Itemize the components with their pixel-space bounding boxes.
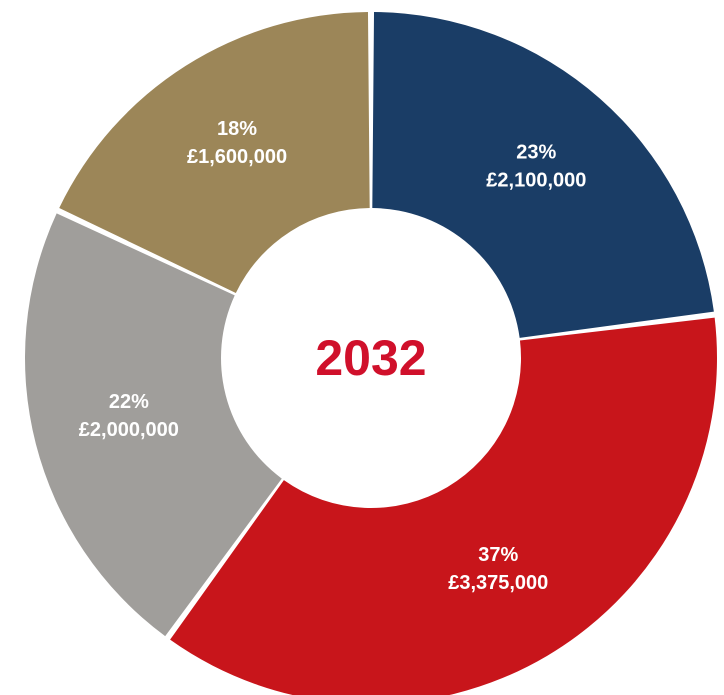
slice-value-label-3: £1,600,000 <box>187 146 287 168</box>
slice-percent-label-0: 23% <box>516 141 556 163</box>
slice-value-label-2: £2,000,000 <box>79 419 179 441</box>
center-year-label: 2032 <box>315 330 426 386</box>
slices-group <box>24 12 717 695</box>
slice-percent-label-1: 37% <box>478 544 518 566</box>
slice-percent-label-2: 22% <box>109 391 149 413</box>
donut-slice-1 <box>170 317 717 695</box>
labels-group: 23% £2,100,000 37% £3,375,000 22% £2,000,000 1… <box>79 118 587 594</box>
donut-slice-0 <box>372 12 714 338</box>
slice-value-label-0: £2,100,000 <box>486 169 586 191</box>
slice-percent-label-3: 18% <box>217 118 257 140</box>
slice-value-label-1: £3,375,000 <box>448 572 548 594</box>
donut-slice-2 <box>24 213 282 637</box>
donut-slice-3 <box>59 12 370 293</box>
